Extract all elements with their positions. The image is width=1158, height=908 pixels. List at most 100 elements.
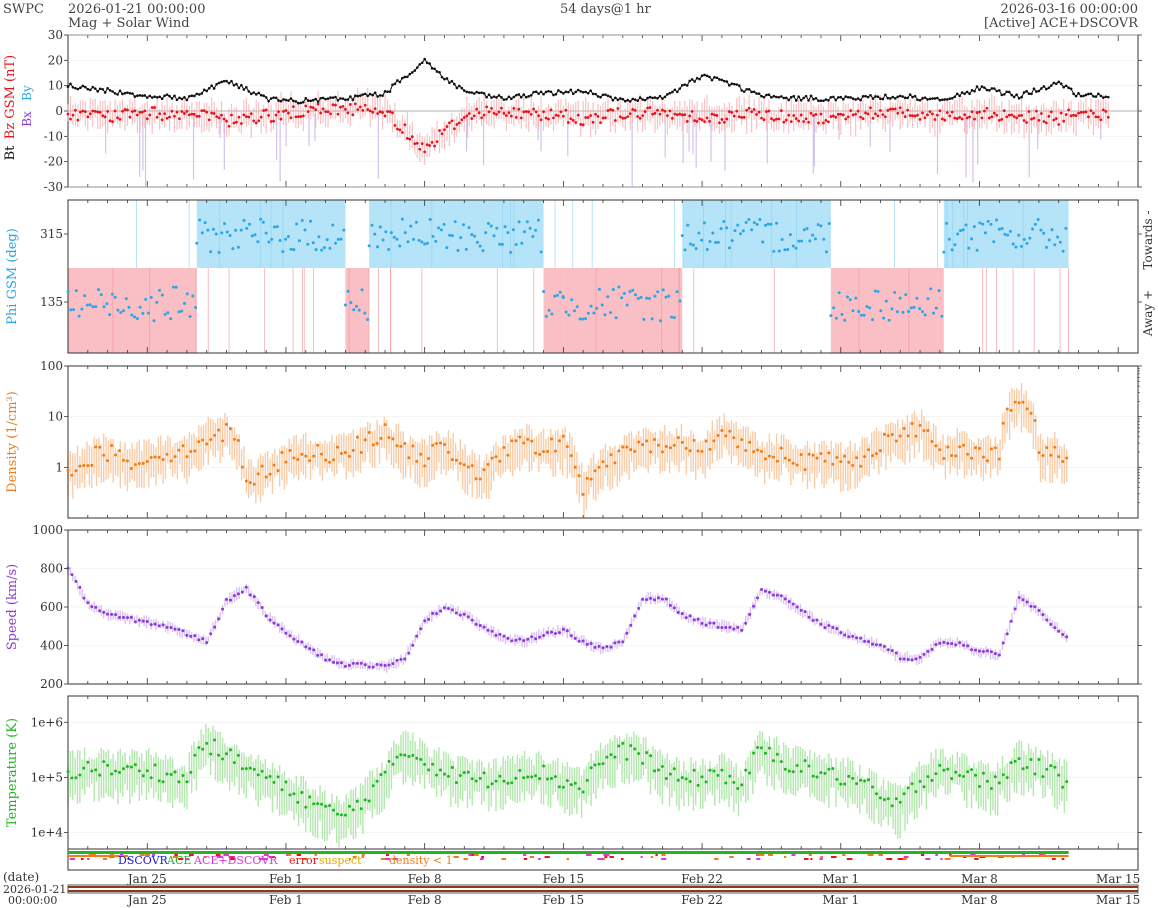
phi-point: [859, 313, 863, 317]
bz-point: [1025, 121, 1028, 124]
density-point: [403, 442, 407, 446]
phi-point: [609, 311, 613, 315]
density-point: [542, 450, 546, 454]
density-point: [129, 466, 133, 470]
bz-point: [940, 117, 944, 121]
temp-point: [244, 767, 248, 771]
temp-point: [332, 808, 336, 812]
speed-point: [1001, 641, 1005, 645]
phi-point: [425, 241, 429, 245]
bz-point: [935, 113, 939, 117]
phi-ytick-label: 315: [40, 227, 63, 241]
date-axis-value: 2026-01-21: [3, 883, 66, 896]
density-point: [197, 440, 201, 444]
bz-point: [249, 112, 253, 116]
temp-point: [1013, 759, 1017, 763]
speed-point: [942, 640, 946, 644]
speed-point: [106, 612, 110, 616]
temp-point: [177, 780, 181, 784]
bz-point: [990, 115, 994, 119]
speed-point: [680, 612, 684, 616]
bz-point: [227, 124, 231, 128]
phi-point: [83, 294, 87, 298]
phi-point: [366, 317, 370, 321]
temp-point: [399, 753, 403, 757]
bz-point: [851, 113, 855, 117]
bz-point: [928, 110, 932, 114]
bz-point: [378, 110, 382, 114]
density-point: [549, 437, 553, 441]
phi-point: [355, 304, 359, 308]
flag-mark: [228, 856, 235, 858]
phi-point: [309, 219, 313, 223]
phi-point: [816, 223, 820, 227]
x-tick-label-bottom: Feb 8: [408, 893, 442, 907]
bz-point: [817, 121, 820, 125]
bz-point: [690, 110, 694, 113]
temp-point: [680, 776, 684, 780]
bz-point: [735, 109, 739, 113]
phi-point: [854, 296, 858, 300]
speed-point: [213, 625, 217, 629]
density-point: [494, 455, 498, 459]
density-point: [867, 448, 871, 452]
speed-point: [217, 617, 221, 621]
bz-point: [210, 111, 214, 115]
temp-point: [232, 761, 236, 765]
phi-point: [832, 306, 836, 310]
bz-point: [760, 116, 763, 120]
bz-point: [779, 109, 783, 113]
phi-point: [1053, 243, 1057, 247]
bz-point: [324, 110, 327, 114]
speed-point: [1033, 605, 1037, 609]
bz-point: [618, 115, 622, 119]
speed-point: [181, 629, 185, 633]
density-point: [720, 429, 724, 433]
bz-point: [633, 108, 637, 112]
speed-point: [260, 605, 264, 609]
bz-point: [388, 110, 392, 114]
bz-point: [393, 124, 397, 127]
density-point: [700, 449, 704, 453]
speed-point: [201, 637, 205, 641]
speed-point: [870, 642, 874, 646]
bz-point: [859, 115, 862, 119]
density-point: [106, 459, 110, 463]
density-point: [276, 469, 280, 473]
bz-point: [465, 114, 469, 118]
phi-sector-away: [68, 268, 197, 353]
speed-point: [268, 618, 272, 622]
phi-point: [733, 229, 737, 233]
bz-point: [254, 121, 258, 125]
speed-point: [839, 631, 843, 635]
speed-point: [458, 613, 462, 617]
temp-point: [1057, 773, 1061, 777]
bz-point: [992, 111, 996, 115]
density-point: [284, 460, 288, 464]
bz-point: [854, 112, 858, 116]
phi-point: [525, 220, 529, 224]
phi-point: [645, 296, 649, 300]
temp-point: [395, 755, 399, 759]
bz-point: [886, 109, 890, 112]
phi-point: [934, 306, 938, 310]
speed-point: [763, 589, 767, 593]
temp-point: [189, 770, 193, 774]
phi-point: [191, 294, 195, 298]
flag-mark: [604, 856, 608, 858]
speed-point: [641, 597, 645, 601]
temp-point: [894, 797, 898, 801]
phi-point: [311, 241, 315, 245]
phi-point: [523, 230, 527, 234]
bz-point: [150, 106, 154, 109]
phi-point: [918, 307, 922, 311]
bz-point: [497, 110, 501, 114]
density-point: [621, 445, 625, 449]
speed-point: [221, 607, 225, 611]
phi-point: [214, 232, 218, 236]
density-point: [811, 453, 815, 457]
density-point: [439, 441, 443, 445]
temp-point: [748, 771, 752, 775]
bz-point: [386, 110, 389, 113]
density-point: [121, 458, 125, 462]
